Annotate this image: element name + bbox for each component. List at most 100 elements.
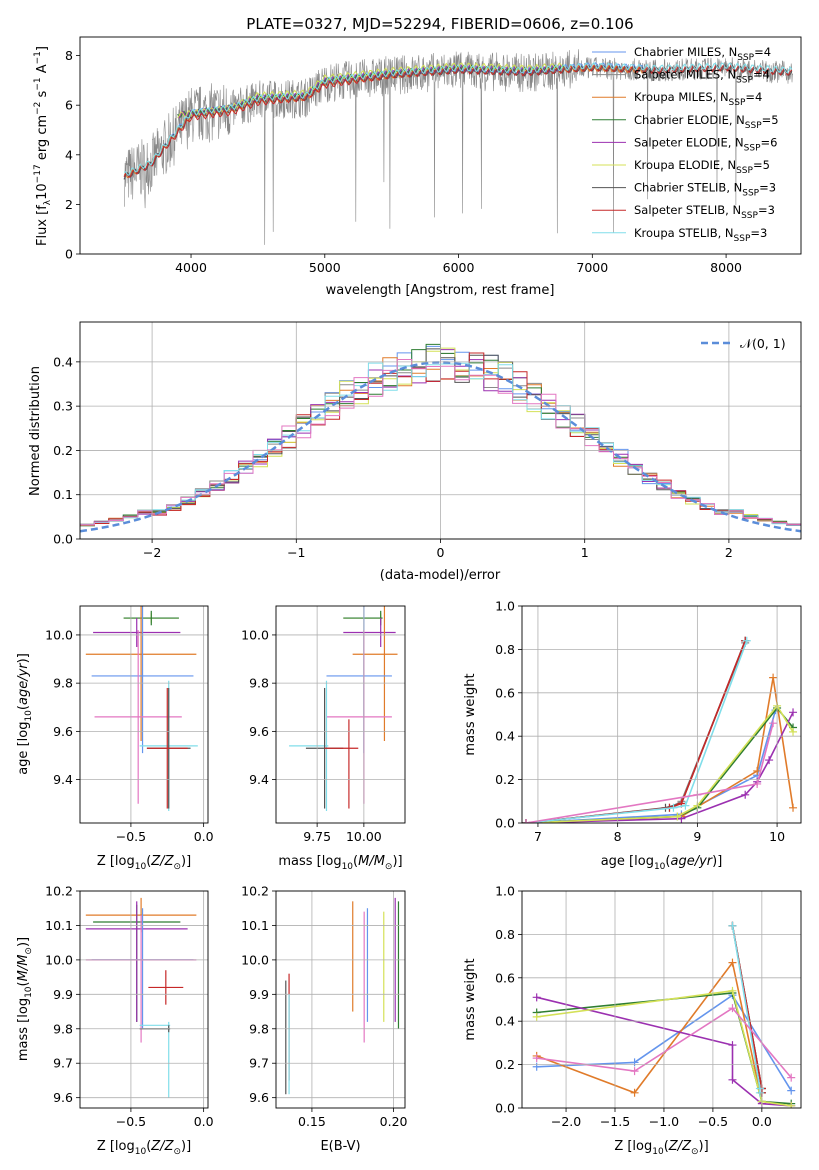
age-z-panel-frame xyxy=(79,605,209,824)
legend-label: Kroupa STELIB, NSSP=3 xyxy=(634,226,767,244)
spectrum-panel-xtick-label: 8000 xyxy=(710,260,742,275)
legend-label: Chabrier MILES, NSSP=4 xyxy=(634,45,771,63)
legend-label: Salpeter STELIB, NSSP=3 xyxy=(634,203,775,221)
mass-ebv-panel-ytick-label: 10.2 xyxy=(241,884,269,899)
mass-weight-marker xyxy=(728,1041,737,1050)
residual-legend-label: 𝒩(0, 1) xyxy=(740,336,786,351)
mass-ebv-panel-xtick-label: 0.15 xyxy=(298,1114,326,1129)
spectrum-model-line xyxy=(123,64,793,180)
mass-weight-marker xyxy=(681,801,690,810)
mass-weight-marker xyxy=(728,1004,737,1013)
mass-weight-z-panel-ytick-label: 0.4 xyxy=(495,1014,515,1029)
mass-weight-age-panel-xtick-label: 8 xyxy=(614,829,622,844)
spectrum-panel-ytick-label: 4 xyxy=(65,147,73,162)
mass-weight-marker xyxy=(630,1067,639,1076)
spectrum-panel-ytick-label: 8 xyxy=(65,48,73,63)
legend-label: Salpeter MILES, NSSP=4 xyxy=(634,68,770,86)
mass-weight-z-panel-xtick-label: −2.0 xyxy=(551,1114,581,1129)
mass-weight-marker xyxy=(728,986,737,995)
mass-weight-marker xyxy=(787,1073,796,1082)
mass-weight-marker xyxy=(742,636,751,645)
mass-weight-line xyxy=(536,989,792,1107)
age-mass-panel-xtick-label: 9.75 xyxy=(303,829,331,844)
residual-panel-ytick-label: 0.4 xyxy=(53,354,73,369)
age-mass-panel-ytick-label: 9.8 xyxy=(249,676,269,691)
mass-weight-age-panel-ytick-label: 1.0 xyxy=(495,599,515,614)
mass-weight-marker xyxy=(789,803,798,812)
spectrum-xlabel: wavelength [Angstrom, rest frame] xyxy=(326,283,555,298)
mass-z-panel-xtick-label: −0.5 xyxy=(116,1114,146,1129)
spectrum-legend: Chabrier MILES, NSSP=4 Salpeter MILES, NS… xyxy=(592,45,779,244)
mass-ebv-panel-frame xyxy=(275,890,406,1109)
mass-weight-age-panel-ytick-label: 0.4 xyxy=(495,729,515,744)
mass-weight-age-panel: 7 8 9 10 0.0 0.2 0.4 0.6 0.8 1.0 age [log10(age/yr… xyxy=(463,599,802,872)
spectrum-model-line xyxy=(177,64,565,119)
mass-weight-age-panel-xtick-label: 10 xyxy=(769,829,785,844)
mass-z-panel-ytick-label: 9.8 xyxy=(53,1021,73,1036)
mass-z-panel-ytick-label: 9.6 xyxy=(53,1090,73,1105)
mass-ebv-panel-ytick-label: 9.6 xyxy=(249,1090,269,1105)
mass-weight-marker xyxy=(532,993,541,1002)
residual-panel: −2 −1 0 1 2 0.0 0.1 0.2 0.3 0.4 𝒩(0, 1) (data-model… xyxy=(28,321,802,583)
mass-weight-marker xyxy=(789,727,798,736)
mass-weight-z-panel-ylabel: mass weight xyxy=(463,958,478,1040)
age-z-panel-ytick-label: 9.4 xyxy=(53,772,73,787)
spectrum-panel-ytick-label: 2 xyxy=(65,197,73,212)
mass-weight-line xyxy=(525,709,777,823)
residual-xlabel: (data-model)/error xyxy=(380,568,501,583)
age-z-panel-xlabel: Z [log10(Z/Z⊙)] xyxy=(97,854,191,872)
mass-z-panel-xlabel: Z [log10(Z/Z⊙)] xyxy=(97,1139,191,1157)
mass-weight-age-panel-xlabel: age [log10(age/yr)] xyxy=(601,854,723,872)
spectrum-panel-xtick-label: 7000 xyxy=(576,260,608,275)
spectrum-panel-ytick-label: 6 xyxy=(65,98,73,113)
mass-weight-age-panel-frame xyxy=(521,605,802,824)
mass-z-panel-ytick-label: 9.7 xyxy=(53,1056,73,1071)
mass-ebv-panel-ytick-label: 10.0 xyxy=(241,952,269,967)
age-mass-panel-frame xyxy=(275,605,406,824)
spectrum-observed-flux xyxy=(124,49,794,245)
mass-z-panel-ytick-label: 10.1 xyxy=(45,918,73,933)
mass-z-panel-ytick-label: 10.2 xyxy=(45,884,73,899)
mass-weight-line xyxy=(525,711,794,823)
mass-weight-marker xyxy=(522,819,530,823)
spectrum-ylabel: Flux [fλ10−17 erg cm−2 s−1 A−1] xyxy=(33,46,53,246)
mass-weight-marker xyxy=(755,1088,764,1097)
age-mass-panel-ytick-label: 9.6 xyxy=(249,724,269,739)
mass-weight-z-panel-frame xyxy=(521,890,802,1109)
mass-z-panel-ytick-label: 9.9 xyxy=(53,987,73,1002)
mass-weight-z-panel-ytick-label: 0.8 xyxy=(495,927,515,942)
spectrum-panel-xtick-label: 4000 xyxy=(175,260,207,275)
mass-weight-age-panel-ytick-label: 0.6 xyxy=(495,685,515,700)
mass-z-panel-frame xyxy=(79,890,209,1109)
mass-weight-line xyxy=(525,704,794,823)
age-mass-panel: 9.75 10.00 9.4 9.6 9.8 10.0 mass [log10(M/M⊙)] xyxy=(241,605,406,872)
age-mass-panel-xlabel: mass [log10(M/M⊙)] xyxy=(278,854,402,872)
mass-weight-line xyxy=(525,640,748,823)
residual-panel-ytick-label: 0.0 xyxy=(53,532,73,547)
mass-weight-line xyxy=(525,706,794,823)
residual-panel-xtick-label: 1 xyxy=(581,545,589,560)
legend-label: Kroupa MILES, NSSP=4 xyxy=(634,90,762,108)
mass-weight-marker xyxy=(769,673,778,682)
figure-title: PLATE=0327, MJD=52294, FIBERID=0606, z=0… xyxy=(246,15,633,33)
mass-ebv-panel-ytick-label: 10.1 xyxy=(241,918,269,933)
mass-weight-z-panel-ytick-label: 0.6 xyxy=(495,970,515,985)
legend-label: Chabrier STELIB, NSSP=3 xyxy=(634,181,776,199)
spectrum-panel-plot-area xyxy=(123,49,794,245)
legend-label: Chabrier ELODIE, NSSP=5 xyxy=(634,113,779,131)
residual-panel-ytick-label: 0.1 xyxy=(53,487,73,502)
mass-ebv-panel-ytick-label: 9.8 xyxy=(249,1021,269,1036)
age-z-panel-xtick-label: −0.5 xyxy=(116,829,146,844)
mass-weight-marker xyxy=(728,1075,737,1084)
mass-weight-z-panel: −2.0 −1.5 −1.0 −0.5 0.0 0.0 0.2 0.4 0.6 0.8 1.0 Z [… xyxy=(463,884,802,1157)
mass-weight-marker xyxy=(630,1088,639,1097)
mass-z-panel-plot-area xyxy=(85,897,197,1098)
mass-weight-age-panel-ylabel: mass weight xyxy=(463,673,478,755)
mass-z-panel-xtick-label: 0.0 xyxy=(194,1114,214,1129)
spectrum-model-line xyxy=(177,62,565,119)
mass-weight-marker xyxy=(532,1054,541,1063)
age-z-panel-ylabel: age [log10(age/yr)] xyxy=(16,653,34,775)
mass-weight-age-panel-ytick-label: 0.8 xyxy=(495,642,515,657)
legend-label: Salpeter ELODIE, NSSP=6 xyxy=(634,135,777,153)
